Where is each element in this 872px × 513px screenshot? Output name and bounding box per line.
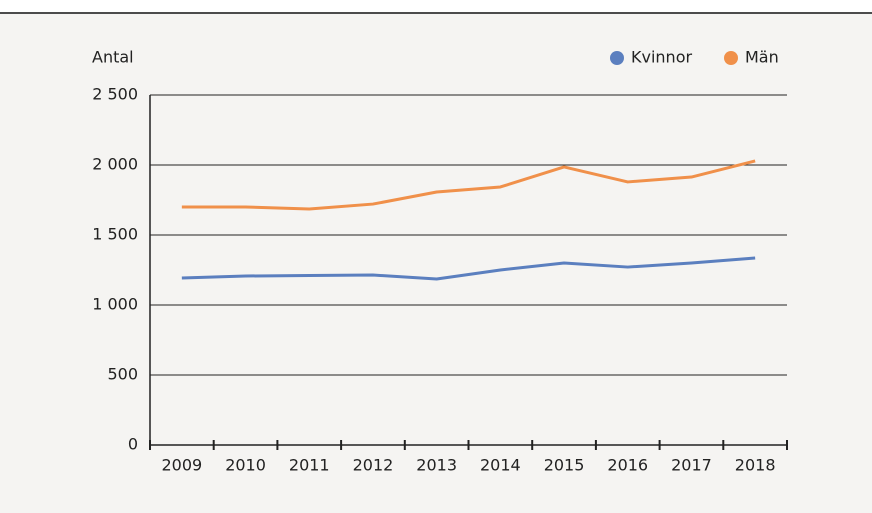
y-tick-label: 1 000	[92, 295, 138, 314]
x-tick-label: 2011	[289, 456, 330, 475]
x-tick-label: 2017	[671, 456, 712, 475]
y-tick-label: 1 500	[92, 225, 138, 244]
x-tick-label: 2015	[544, 456, 585, 475]
series-line	[181, 256, 756, 281]
legend-marker	[610, 51, 624, 65]
y-tick-label: 2 000	[92, 155, 138, 174]
x-tick-label: 2014	[480, 456, 521, 475]
x-tick-label: 2018	[735, 456, 776, 475]
legend-label: Män	[745, 48, 779, 67]
y-tick-label: 500	[107, 365, 138, 384]
y-tick-label: 2 500	[92, 85, 138, 104]
legend-label: Kvinnor	[631, 48, 692, 67]
x-tick-label: 2010	[225, 456, 266, 475]
y-tick-label: 0	[128, 435, 138, 454]
x-tick-label: 2016	[607, 456, 648, 475]
x-tick-label: 2013	[416, 456, 457, 475]
background	[0, 14, 872, 513]
legend-marker	[724, 51, 738, 65]
series-line	[181, 159, 756, 211]
x-tick-label: 2012	[353, 456, 394, 475]
y-axis-label: Antal	[92, 48, 134, 67]
x-tick-label: 2009	[161, 456, 202, 475]
